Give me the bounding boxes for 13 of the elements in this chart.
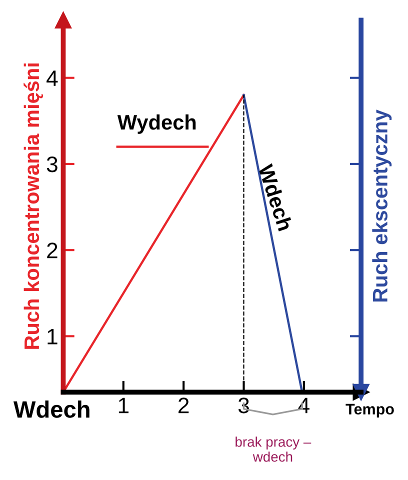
series-label: Wydech bbox=[117, 114, 196, 134]
annotation: Wdech bbox=[13, 400, 90, 418]
text: brak pracy – wdech bbox=[236, 436, 312, 462]
y-axis-title: Ruch koncentrowania mięśni bbox=[24, 63, 44, 349]
x-tick-label: 1 bbox=[118, 398, 129, 414]
text: Wdech bbox=[258, 162, 294, 232]
y2-axis-title: Ruch ekscentyczny bbox=[372, 110, 392, 302]
x-tick-label: 2 bbox=[178, 398, 189, 414]
y-tick-label: 1 bbox=[48, 328, 58, 344]
x-axis-title: Tempo bbox=[346, 404, 394, 418]
y-tick-label: 4 bbox=[46, 70, 58, 86]
y-tick-label: 3 bbox=[46, 156, 58, 172]
y-tick-label: 2 bbox=[47, 242, 58, 258]
